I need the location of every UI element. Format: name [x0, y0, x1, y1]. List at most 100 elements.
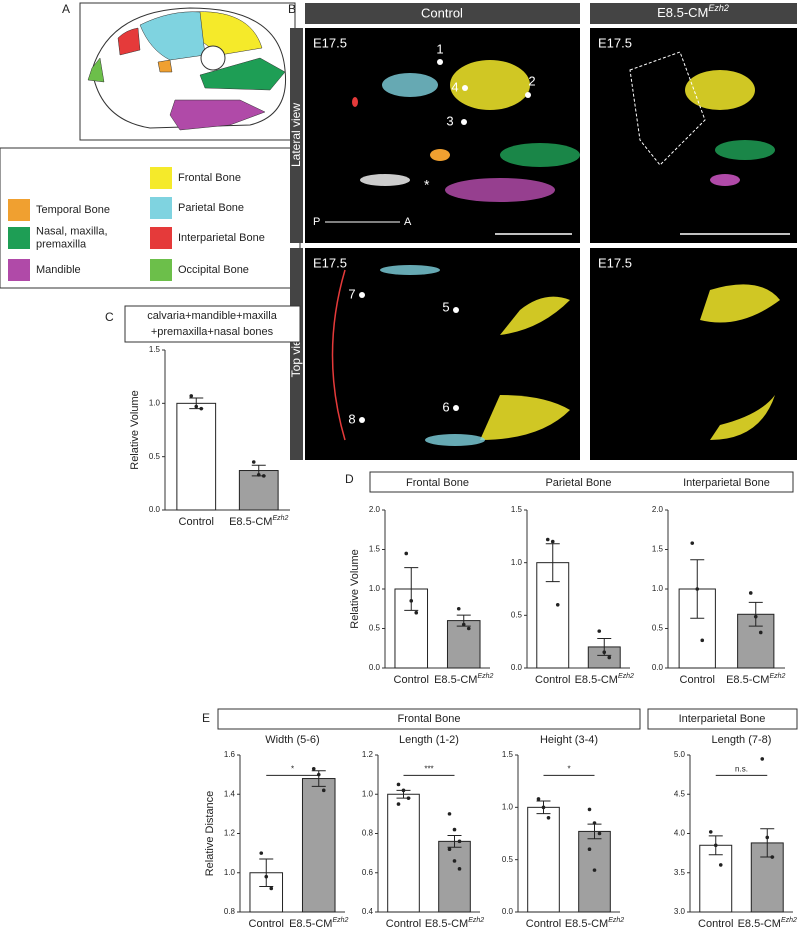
- group-box: [217, 708, 641, 730]
- stage: E17.5: [598, 35, 632, 50]
- x-tick-label: E8.5-CMEzh2: [726, 673, 785, 686]
- landmark-label: 1: [436, 41, 443, 56]
- error-bar: [748, 601, 763, 627]
- landmark-dot: [359, 292, 365, 298]
- bar: [301, 778, 336, 913]
- panel-label: B: [288, 2, 296, 16]
- y-tick-label: 1.5: [149, 345, 161, 354]
- y-tick-label: 0.5: [369, 624, 381, 633]
- y-tick-label: 2.0: [652, 505, 664, 514]
- bone-render: [380, 265, 440, 275]
- data-point: [461, 622, 466, 627]
- superscript: Ezh2: [272, 515, 288, 522]
- superscript: Ezh2: [618, 673, 634, 680]
- y-tick-label: 1.0: [149, 398, 161, 407]
- column-header: Control: [421, 5, 463, 20]
- data-point: [708, 830, 713, 834]
- y-tick-label: 0.0: [369, 663, 381, 672]
- x-tick-label: E8.5-CMEzh2: [575, 673, 634, 686]
- bone-render: [500, 143, 580, 167]
- legend-label: premaxilla: [36, 238, 87, 250]
- axis-label: P: [313, 216, 320, 228]
- landmark-dot: [525, 92, 531, 98]
- x-tick-label: E8.5-CMEzh2: [434, 673, 493, 686]
- group-title: Frontal Bone: [398, 713, 461, 725]
- x-tick-text: Control: [386, 918, 421, 927]
- x-tick-label: E8.5-CMEzh2: [738, 917, 797, 927]
- data-point: [447, 812, 452, 816]
- micrographs: P A * E17.5 E17.5 E17.5 E17.5: [305, 28, 797, 460]
- landmark-label: 8: [348, 411, 355, 426]
- column-header-text: E8.5-CM: [657, 5, 708, 20]
- title-box: [124, 305, 301, 343]
- data-point: [592, 868, 597, 872]
- error-bar: [545, 543, 560, 583]
- column-header-bg: [305, 3, 580, 24]
- panel-label: C: [105, 310, 114, 324]
- y-tick-label: 0.8: [362, 829, 374, 838]
- error-bar: [447, 834, 462, 848]
- bone-render: [500, 296, 570, 335]
- nasal-shape: [199, 57, 286, 91]
- panel-label: E: [202, 711, 210, 725]
- y-tick-label: 1.5: [652, 545, 664, 554]
- significance-label: *: [291, 765, 294, 774]
- interparietal-shape: [117, 27, 141, 56]
- data-point: [189, 394, 194, 398]
- group-title: Interparietal Bone: [679, 713, 766, 725]
- y-tick-label: 1.5: [511, 505, 523, 514]
- column-header: E8.5-CMEzh2: [657, 3, 729, 20]
- y-tick-label: 1.2: [362, 750, 374, 759]
- x-tick-text: Control: [698, 918, 733, 927]
- data-point: [199, 406, 204, 411]
- data-point: [457, 867, 462, 871]
- superscript: Ezh2: [781, 917, 797, 924]
- bone-render: [700, 284, 780, 323]
- data-point: [401, 788, 406, 793]
- x-tick-text: Control: [394, 674, 429, 686]
- annotation: *: [424, 177, 430, 193]
- panel-label: D: [345, 472, 354, 486]
- group-box: [647, 708, 798, 730]
- data-point: [718, 863, 723, 867]
- bone-render: [382, 73, 438, 97]
- landmark-label: 6: [442, 399, 449, 414]
- chart-title: Length (1-2): [399, 734, 459, 746]
- bone-render: [715, 140, 775, 160]
- x-tick-text: Control: [249, 918, 284, 927]
- legend-label: Interparietal Bone: [178, 232, 265, 244]
- data-point: [597, 831, 602, 836]
- bar: [699, 844, 733, 913]
- y-tick-label: 3.5: [674, 868, 686, 877]
- x-tick-text: E8.5-CM: [289, 918, 332, 927]
- landmark-dot: [453, 405, 459, 411]
- data-point: [597, 629, 602, 633]
- legend-label: Frontal Bone: [178, 172, 241, 184]
- column-header-bg: [590, 3, 797, 24]
- data-point: [592, 821, 597, 825]
- title-box: [369, 471, 794, 493]
- frontal-shape: [189, 11, 263, 56]
- y-tick-label: 4.5: [674, 789, 686, 798]
- data-point: [602, 650, 607, 654]
- landmark-label: 5: [442, 299, 449, 314]
- bone-render: [360, 174, 410, 186]
- x-tick-text: E8.5-CM: [229, 516, 272, 528]
- data-point: [452, 859, 457, 863]
- data-point: [760, 757, 765, 761]
- bar: [438, 840, 471, 913]
- panel-label: A: [62, 2, 70, 16]
- y-tick-label: 0.6: [362, 868, 374, 877]
- stage: E17.5: [313, 255, 347, 270]
- x-tick-label: E8.5-CMEzh2: [425, 917, 484, 927]
- data-point: [256, 473, 261, 477]
- superscript: Ezh2: [608, 917, 624, 924]
- y-axis-label: Relative Distance: [204, 791, 216, 877]
- data-point: [713, 843, 718, 848]
- bone-render: [710, 395, 775, 440]
- superscript: Ezh2: [332, 917, 348, 924]
- data-point: [311, 766, 316, 771]
- data-point: [396, 802, 401, 806]
- x-tick-label: E8.5-CMEzh2: [289, 917, 348, 927]
- landmark-label: 3: [446, 113, 453, 128]
